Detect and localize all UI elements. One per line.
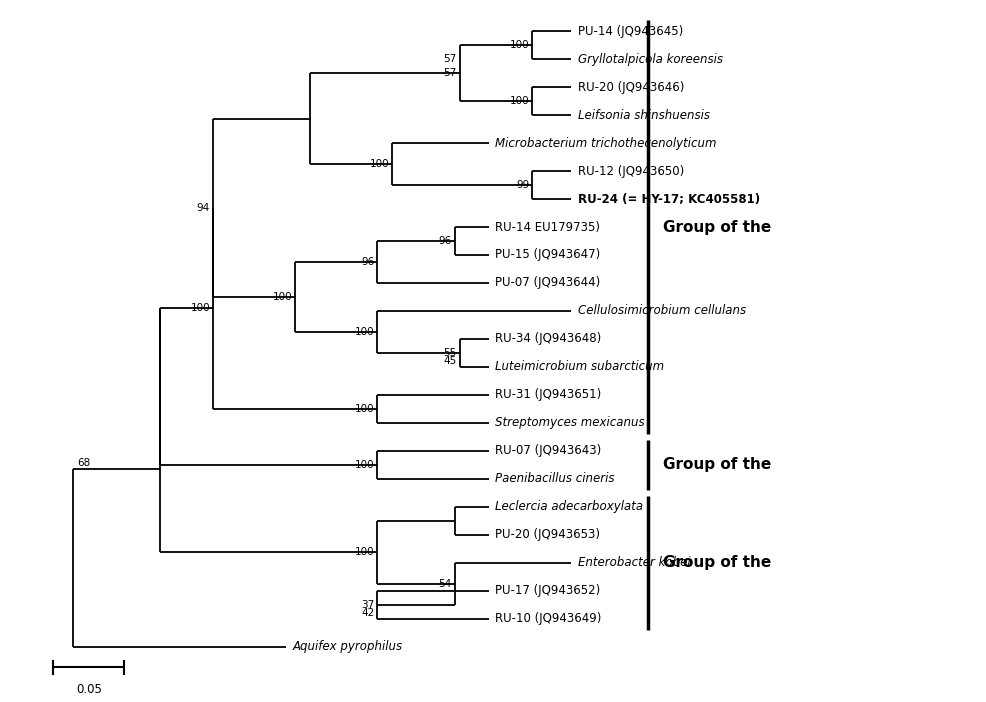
Text: Group of the: Group of the — [663, 555, 775, 570]
Text: Gryllotalpicola koreensis: Gryllotalpicola koreensis — [577, 53, 722, 65]
Text: 96: 96 — [361, 257, 374, 267]
Text: 100: 100 — [509, 96, 528, 106]
Text: Cellulosimicrobium cellulans: Cellulosimicrobium cellulans — [577, 305, 745, 317]
Text: PU-07 (JQ943644): PU-07 (JQ943644) — [495, 277, 600, 289]
Text: 94: 94 — [196, 203, 210, 213]
Text: 100: 100 — [355, 404, 374, 414]
Text: PU-17 (JQ943652): PU-17 (JQ943652) — [495, 584, 600, 597]
Text: 100: 100 — [509, 40, 528, 50]
Text: Leifsonia shinshuensis: Leifsonia shinshuensis — [577, 109, 709, 121]
Text: 100: 100 — [272, 292, 292, 302]
Text: RU-10 (JQ943649): RU-10 (JQ943649) — [495, 612, 601, 625]
Text: PU-14 (JQ943645): PU-14 (JQ943645) — [577, 25, 682, 38]
Text: RU-31 (JQ943651): RU-31 (JQ943651) — [495, 388, 601, 402]
Text: 45: 45 — [443, 357, 457, 366]
Text: 100: 100 — [355, 460, 374, 470]
Text: 54: 54 — [438, 579, 452, 589]
Text: 68: 68 — [78, 458, 91, 468]
Text: 96: 96 — [438, 236, 452, 246]
Text: 57: 57 — [443, 54, 457, 64]
Text: PU-20 (JQ943653): PU-20 (JQ943653) — [495, 529, 599, 541]
Text: RU-20 (JQ943646): RU-20 (JQ943646) — [577, 81, 683, 93]
Text: 100: 100 — [355, 327, 374, 337]
Text: 57: 57 — [443, 68, 457, 78]
Text: Aquifex pyrophilus: Aquifex pyrophilus — [292, 640, 402, 654]
Text: RU-14 EU179735): RU-14 EU179735) — [495, 220, 599, 234]
Text: Paenibacillus cineris: Paenibacillus cineris — [495, 472, 614, 485]
Text: RU-24 (= HY-17; KC405581): RU-24 (= HY-17; KC405581) — [577, 192, 759, 206]
Text: PU-15 (JQ943647): PU-15 (JQ943647) — [495, 249, 600, 262]
Text: 100: 100 — [369, 159, 388, 169]
Text: 0.05: 0.05 — [76, 682, 102, 696]
Text: RU-12 (JQ943650): RU-12 (JQ943650) — [577, 164, 683, 178]
Text: Group of the: Group of the — [663, 220, 775, 234]
Text: Group of the: Group of the — [663, 458, 775, 472]
Text: Luteimicrobium subarcticum: Luteimicrobium subarcticum — [495, 360, 664, 373]
Text: Enterobacter kobei: Enterobacter kobei — [577, 557, 689, 569]
Text: 99: 99 — [516, 180, 528, 190]
Text: Leclercia adecarboxylata: Leclercia adecarboxylata — [495, 501, 643, 513]
Text: Microbacterium trichothecenolyticum: Microbacterium trichothecenolyticum — [495, 137, 716, 150]
Text: 42: 42 — [361, 608, 374, 618]
Text: Streptomyces mexicanus: Streptomyces mexicanus — [495, 416, 645, 430]
Text: 37: 37 — [361, 600, 374, 610]
Text: 55: 55 — [443, 348, 457, 358]
Text: 100: 100 — [190, 303, 210, 313]
Text: 100: 100 — [355, 548, 374, 557]
Text: RU-34 (JQ943648): RU-34 (JQ943648) — [495, 333, 601, 345]
Text: RU-07 (JQ943643): RU-07 (JQ943643) — [495, 444, 601, 458]
